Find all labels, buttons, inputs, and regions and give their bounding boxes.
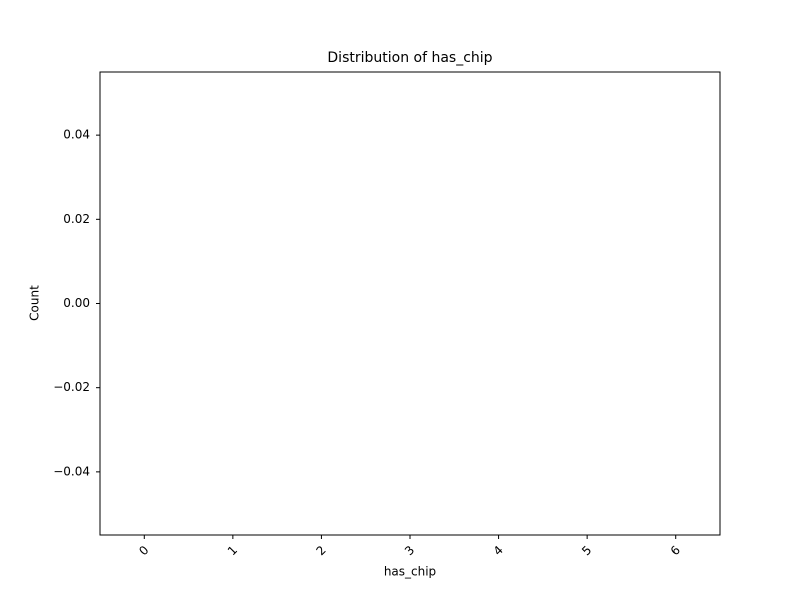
y-tick-label: 0.00 xyxy=(63,296,90,310)
y-tick-label: −0.02 xyxy=(53,380,90,394)
plot-frame xyxy=(99,71,721,536)
x-axis-label: has_chip xyxy=(384,565,436,579)
y-tick-label: −0.04 xyxy=(53,464,90,478)
y-tick-label: 0.02 xyxy=(63,212,90,226)
y-axis-label: Count xyxy=(28,285,42,321)
chart-title: Distribution of has_chip xyxy=(327,50,492,66)
y-tick-label: 0.04 xyxy=(63,128,90,142)
